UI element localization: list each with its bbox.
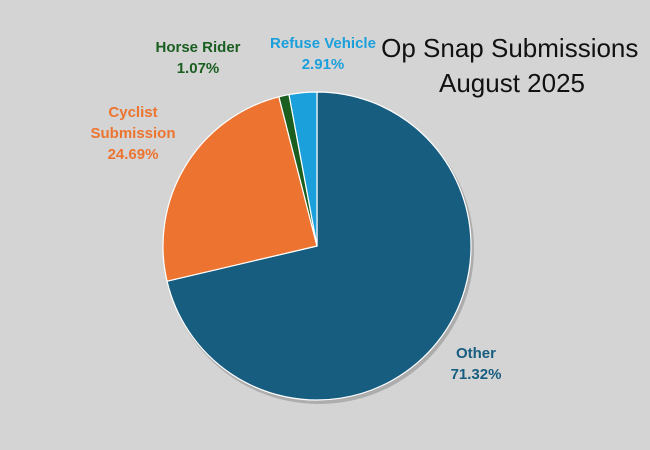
data-label-percent: 2.91% (302, 56, 345, 73)
chart-title-line-2: August 2025 (439, 68, 585, 98)
data-label-other: Other 71.32% (451, 345, 502, 383)
data-label-percent: 1.07% (177, 60, 220, 77)
data-label-category: Cyclist (108, 104, 157, 121)
chart-title: Op Snap Submissions August 2025 (381, 33, 643, 98)
pie-slice-cyclist-submission (162, 96, 318, 282)
pie-slices (162, 91, 474, 404)
chart-title-line-1: Op Snap Submissions (381, 33, 638, 63)
pie-slice-refuse-vehicle (288, 91, 318, 247)
data-label-percent: 71.32% (451, 366, 502, 383)
data-label-refuse-vehicle: Refuse Vehicle 2.91% (270, 35, 376, 73)
pie-slice-other (166, 91, 472, 401)
data-label-category: Horse Rider (155, 39, 240, 56)
data-label-percent: 24.69% (108, 146, 159, 163)
data-label-category: Other (456, 345, 496, 362)
data-label-cyclist-submission: Cyclist Submission 24.69% (90, 104, 175, 163)
data-label-category: Submission (90, 125, 175, 142)
data-label-category: Refuse Vehicle (270, 35, 376, 52)
data-label-horse-rider: Horse Rider 1.07% (155, 39, 240, 77)
slice-labels: Other 71.32% Cyclist Submission 24.69% Horse … (90, 35, 501, 383)
